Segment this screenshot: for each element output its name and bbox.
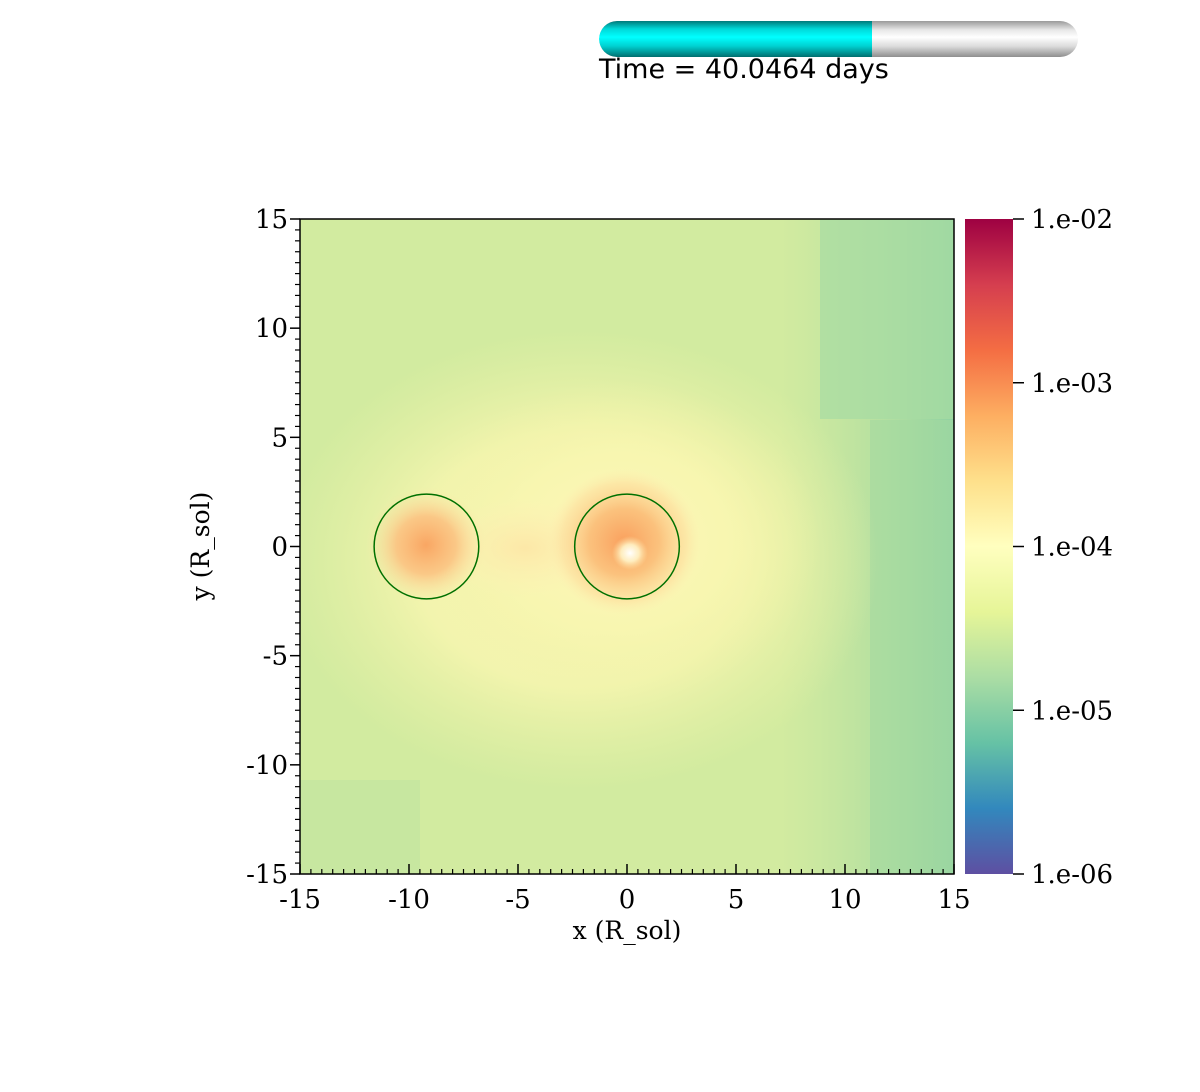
y-axis-title: y (R_sol) <box>186 492 215 602</box>
colorbar-tick-label: 1.e-05 <box>1031 696 1113 726</box>
x-tick-label: 15 <box>937 885 970 915</box>
colorbar-tick-label: 1.e-02 <box>1031 205 1113 235</box>
time-progress-bar <box>599 21 1078 57</box>
time-progress-track <box>599 21 1078 57</box>
x-axis-title: x (R_sol) <box>573 916 682 945</box>
x-tick-label: 5 <box>728 885 745 915</box>
colorbar-tick-label: 1.e-06 <box>1031 860 1113 890</box>
y-tick-label: 15 <box>255 205 288 235</box>
x-tick-label: -5 <box>505 885 530 915</box>
y-tick-label: 5 <box>271 423 288 453</box>
x-tick-label: -10 <box>388 885 430 915</box>
y-tick-label: 0 <box>271 533 288 563</box>
y-tick-label: -10 <box>246 751 288 781</box>
circles-layer <box>373 493 681 600</box>
companion-circle <box>373 493 480 600</box>
y-tick-label: 10 <box>255 314 288 344</box>
x-tick-label: 10 <box>828 885 861 915</box>
colorbar-tick-label: 1.e-04 <box>1031 533 1113 563</box>
time-progress-fill <box>599 21 873 57</box>
colorbar <box>965 219 1013 874</box>
y-axis-ticks: -15 -10 -5 0 5 10 15 <box>246 205 300 890</box>
x-axis-ticks: -15 -10 -5 0 5 10 15 <box>279 864 971 915</box>
colorbar-ticks: 1.e-02 1.e-03 1.e-04 1.e-05 1.e-06 <box>1013 205 1113 890</box>
y-minor-ticks <box>295 229 300 864</box>
x-minor-ticks <box>310 869 944 874</box>
density-map <box>300 219 954 874</box>
y-tick-label: -5 <box>263 642 288 672</box>
colorbar-tick-label: 1.e-03 <box>1031 369 1113 399</box>
time-label: Time = 40.0464 days <box>599 54 889 85</box>
primary-circle <box>573 493 681 600</box>
x-tick-label: -15 <box>279 885 321 915</box>
y-tick-label: -15 <box>246 860 288 890</box>
x-tick-label: 0 <box>619 885 636 915</box>
